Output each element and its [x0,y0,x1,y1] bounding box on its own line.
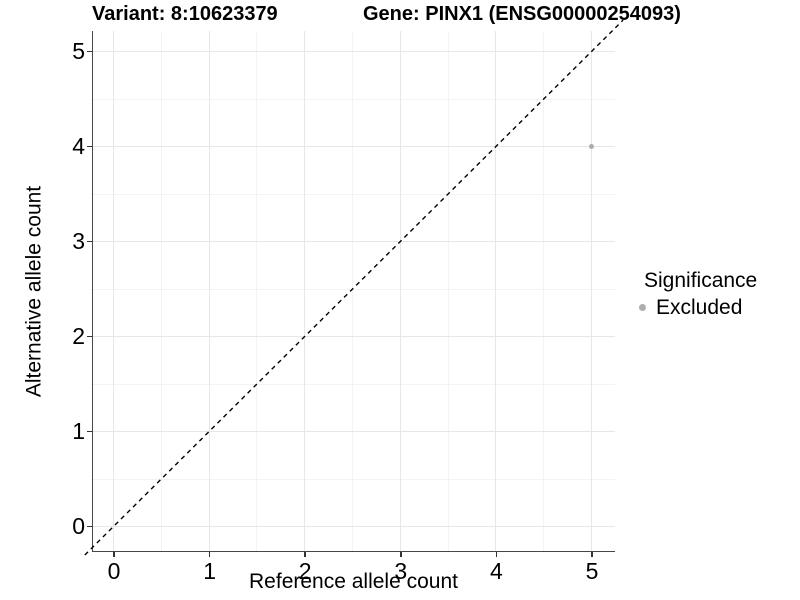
gridline-x-major [495,31,497,551]
y-tick-label: 1 [72,418,85,444]
legend-item: Excluded [638,295,757,320]
x-tick-mark [304,552,306,557]
gridline-y-minor [93,98,615,100]
y-tick-mark [87,430,92,433]
x-tick-label: 1 [203,558,216,584]
gridline-y-minor [93,383,615,385]
gridline-x-major [304,31,306,551]
x-tick-mark [208,552,211,557]
x-tick-mark [591,552,593,557]
y-axis-title: Alternative allele count [22,185,46,398]
y-tick-mark [87,145,92,148]
y-tick-mark [87,240,92,243]
gridline-y-minor [93,193,615,195]
y-tick-label: 5 [72,38,85,64]
gridline-y-major [93,146,615,147]
y-tick-mark [87,50,92,53]
x-tick-label: 5 [585,558,599,584]
x-tick-mark [495,552,498,557]
gridline-y-major [93,241,615,242]
gridline-x-minor [256,31,258,551]
gridline-x-major [399,31,401,551]
legend-key-dot [639,304,646,311]
y-tick-label: 3 [72,228,85,254]
y-tick-mark [87,335,92,338]
gridline-y-minor [93,478,615,480]
x-tick-label: 0 [107,558,121,584]
x-tick-label: 3 [394,558,408,584]
gridline-y-major [93,431,615,432]
gridline-x-minor [543,31,545,551]
gridline-x-minor [160,31,162,551]
x-tick-label: 4 [489,558,503,584]
gridline-x-major [113,31,114,551]
gridline-x-minor [352,31,353,551]
x-axis-title: Reference allele count [249,570,458,593]
gridline-x-major [591,31,592,551]
x-tick-label: 2 [298,558,312,584]
legend: Significance Excluded [638,268,757,320]
gridline-y-major [93,51,615,52]
gridline-y-minor [93,288,615,290]
identity-line [84,19,624,556]
gene-title: Gene: PINX1 (ENSG00000254093) [363,3,681,25]
gridline-x-major [208,31,210,551]
x-tick-mark [400,552,402,557]
gridline-x-minor [447,31,449,551]
plot-panel [84,19,624,556]
variant-title: Variant: 8:10623379 [92,3,278,25]
y-tick-mark [87,525,92,528]
y-tick-label: 4 [72,133,85,159]
legend-item-label: Excluded [656,296,743,319]
gridline-y-major [93,336,615,337]
y-tick-label: 0 [72,513,85,539]
gridline-y-major [93,526,615,527]
y-tick-label: 2 [72,323,85,349]
legend-items: Excluded [638,295,757,320]
x-tick-mark [113,552,115,557]
data-point [589,144,594,149]
legend-title: Significance [644,269,758,292]
